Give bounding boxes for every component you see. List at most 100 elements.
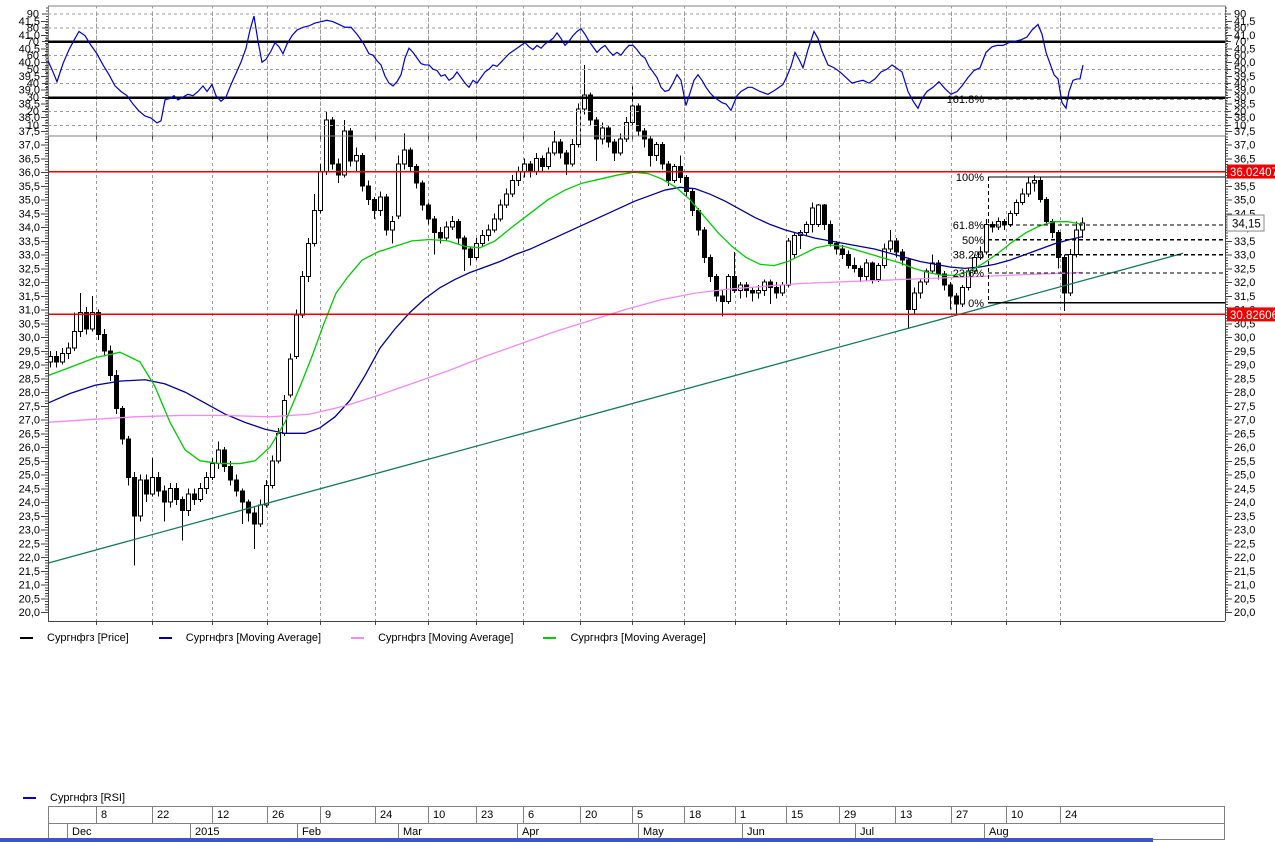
- candle-body: [492, 218, 497, 231]
- candle-body: [342, 130, 347, 176]
- candle-body: [906, 259, 911, 311]
- price-tick-label: 30,0: [19, 332, 40, 344]
- candle-body: [612, 141, 617, 154]
- candle-body: [270, 460, 275, 487]
- price-tick-label: 38,5: [1234, 98, 1255, 110]
- price-tick-label: 22,0: [19, 552, 40, 564]
- candle-body: [396, 163, 401, 217]
- last-price-badge: [1226, 214, 1265, 232]
- candle-body: [72, 331, 77, 349]
- price-tick-label: 26,5: [1234, 428, 1255, 440]
- price-level-badge: [1227, 164, 1275, 179]
- date-tick-cell: 18: [684, 807, 735, 823]
- window-bottom-edge: [0, 838, 1153, 842]
- candlestick-series: [48, 64, 1085, 566]
- rsi-tick-label: 70: [1234, 36, 1246, 48]
- candle-body: [1032, 179, 1037, 184]
- month-cell: Aug: [984, 824, 1225, 839]
- rsi-tick-label: 80: [1234, 22, 1246, 34]
- rsi-chart-surface[interactable]: [48, 6, 1225, 136]
- fib-level-label: 38.2%: [953, 250, 984, 262]
- date-tick-cell: 10: [1006, 807, 1060, 823]
- candle-body: [306, 243, 311, 278]
- rsi-panel-border: [48, 5, 1226, 137]
- price-tick-label: 20,5: [1234, 593, 1255, 605]
- candle-body: [288, 358, 293, 396]
- candle-body: [558, 141, 563, 154]
- candle-body: [1068, 254, 1073, 294]
- price-tick-label: 33,5: [19, 236, 40, 248]
- candle-body: [126, 438, 131, 478]
- price-tick-label: 23,0: [19, 525, 40, 537]
- candle-body: [150, 476, 155, 495]
- fib-level-label: 23.6%: [953, 268, 984, 280]
- price-tick-label: 32,0: [1234, 277, 1255, 289]
- legend-label-ma-blue: Сургнфгз [Moving Average]: [185, 632, 322, 644]
- candle-body: [540, 157, 545, 168]
- candle-body: [222, 449, 227, 467]
- price-tick-label: 22,5: [19, 538, 40, 550]
- candle-body: [444, 226, 449, 239]
- candle-body: [1014, 201, 1019, 214]
- rsi-tick-label: 90: [27, 8, 39, 20]
- rsi-chart[interactable]: 10 10 20 20 30 30 40 40 50 50 60 60 70 70 80 80 90 90: [0, 0, 1275, 146]
- candle-body: [498, 204, 503, 220]
- price-tick-label: 40,5: [1234, 43, 1255, 55]
- candle-body: [264, 485, 269, 506]
- candle-body: [420, 182, 425, 206]
- candle-body: [660, 144, 665, 165]
- candle-body: [408, 149, 413, 168]
- date-tick-cell: 24: [375, 807, 428, 823]
- candle-body: [114, 375, 119, 410]
- candle-body: [750, 289, 755, 294]
- candle-body: [954, 295, 959, 305]
- price-tick-label: 37,5: [19, 126, 40, 138]
- price-tick-label: 34,5: [19, 208, 40, 220]
- rsi-tick-label: 40: [1234, 78, 1246, 90]
- candle-body: [186, 493, 191, 511]
- price-tick-label: 35,5: [1234, 181, 1255, 193]
- price-tick-label: 41,5: [1234, 16, 1255, 28]
- candle-body: [1020, 193, 1025, 203]
- price-tick-label: 31,0: [19, 305, 40, 317]
- price-tick-label: 36,5: [1234, 153, 1255, 165]
- legend-item-ma-green: Сургнфгз [Moving Average]: [543, 632, 706, 644]
- candle-body: [402, 149, 407, 165]
- candle-body: [552, 141, 557, 154]
- candle-body: [720, 295, 725, 302]
- candle-body: [234, 479, 239, 492]
- price-tick-label: 37,0: [1234, 140, 1255, 152]
- price-tick-label: 28,0: [1234, 387, 1255, 399]
- candle-body: [624, 122, 629, 140]
- price-tick-label: 29,5: [1234, 346, 1255, 358]
- candle-body: [480, 234, 485, 245]
- candle-body: [912, 292, 917, 311]
- candle-body: [66, 347, 71, 355]
- rsi-gridlines: [48, 5, 1225, 136]
- date-tick-cell: [48, 807, 96, 823]
- candle-body: [732, 276, 737, 291]
- candle-body: [486, 229, 491, 236]
- date-tick-cell: 1: [735, 807, 786, 823]
- month-cell: 2015: [190, 824, 297, 839]
- candle-body: [582, 94, 587, 110]
- candle-body: [336, 163, 341, 176]
- trendline[interactable]: [47, 252, 1184, 564]
- price-chart[interactable]: 161.8%100%61.8%50%38.2%23.6%0%41,541,541…: [0, 0, 1275, 626]
- date-tick-cell: 26: [267, 807, 320, 823]
- candle-body: [426, 204, 431, 220]
- price-tick-label: 24,0: [1234, 497, 1255, 509]
- candle-body: [810, 207, 815, 225]
- candle-body: [792, 234, 797, 256]
- fibonacci-retracement[interactable]: 161.8%100%61.8%50%38.2%23.6%0%: [947, 94, 1225, 310]
- price-tick-label: 28,0: [19, 387, 40, 399]
- candle-body: [606, 127, 611, 143]
- rsi-dash-icon: [23, 797, 36, 799]
- candle-body: [828, 223, 833, 245]
- price-tick-label: 21,0: [19, 580, 40, 592]
- candle-body: [876, 265, 881, 280]
- ma-green-dash-icon: [543, 637, 557, 639]
- month-cell: Feb: [297, 824, 398, 839]
- price-tick-label: 35,0: [19, 195, 40, 207]
- candle-body: [684, 177, 689, 192]
